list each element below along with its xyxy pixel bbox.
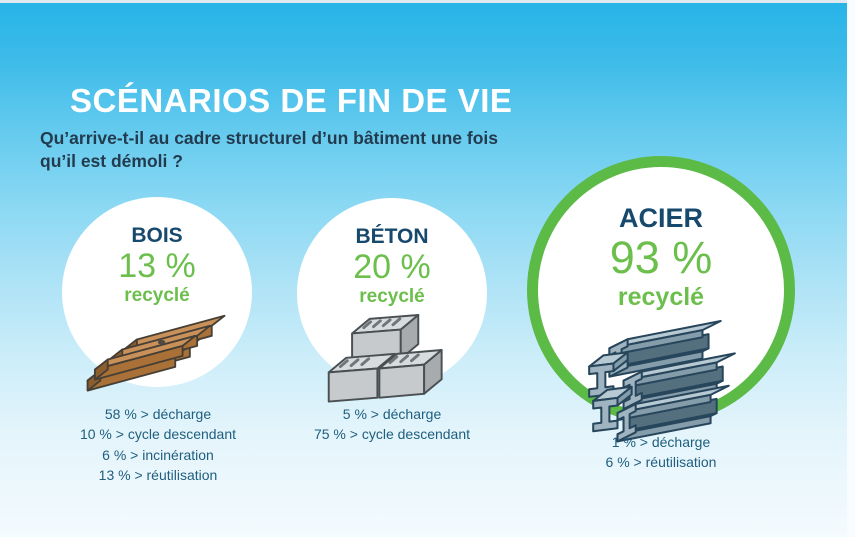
breakdown-line: 1 % > décharge xyxy=(611,434,711,450)
material-name: BOIS xyxy=(131,224,183,247)
top-edge-strip xyxy=(0,0,855,3)
recycled-percent: 20 % xyxy=(353,248,431,286)
breakdown-acier: 1 % > décharge 6 % > réutilisation xyxy=(511,432,811,473)
steel-beams-icon xyxy=(575,318,747,446)
recycled-label: recyclé xyxy=(124,284,190,306)
right-edge-strip xyxy=(847,0,855,537)
recycled-percent: 13 % xyxy=(118,247,196,285)
material-name: BÉTON xyxy=(355,225,429,248)
wood-planks-icon xyxy=(84,313,230,404)
breakdown-line: 13 % > réutilisation xyxy=(98,466,218,483)
page-subtitle: Qu’arrive-t-il au cadre structurel d’un … xyxy=(40,128,498,172)
breakdown-line: 6 % > réutilisation xyxy=(605,454,717,471)
breakdown-line: 10 % > cycle descendant xyxy=(79,426,237,443)
recycled-label: recyclé xyxy=(617,282,705,311)
concrete-blocks-icon xyxy=(319,313,465,416)
material-card-beton: BÉTON 20 % recyclé xyxy=(297,198,487,403)
page-title: SCÉNARIOS DE FIN DE VIE xyxy=(70,82,513,119)
recycled-label: recyclé xyxy=(359,285,425,307)
material-card-acier: ACIER 93 % recyclé xyxy=(527,156,795,443)
breakdown-line: 75 % > cycle descendant xyxy=(313,426,471,443)
breakdown-bois: 58 % > décharge 10 % > cycle descendant … xyxy=(8,404,308,485)
recycled-percent: 93 % xyxy=(609,232,713,283)
material-name: ACIER xyxy=(618,203,703,233)
breakdown-line: 58 % > décharge xyxy=(104,406,212,422)
breakdown-line: 6 % > incinération xyxy=(102,446,214,463)
breakdown-beton: 5 % > décharge 75 % > cycle descendant xyxy=(242,404,542,445)
breakdown-line: 5 % > décharge xyxy=(342,406,442,422)
material-card-bois: BOIS 13 % recyclé xyxy=(62,197,252,392)
